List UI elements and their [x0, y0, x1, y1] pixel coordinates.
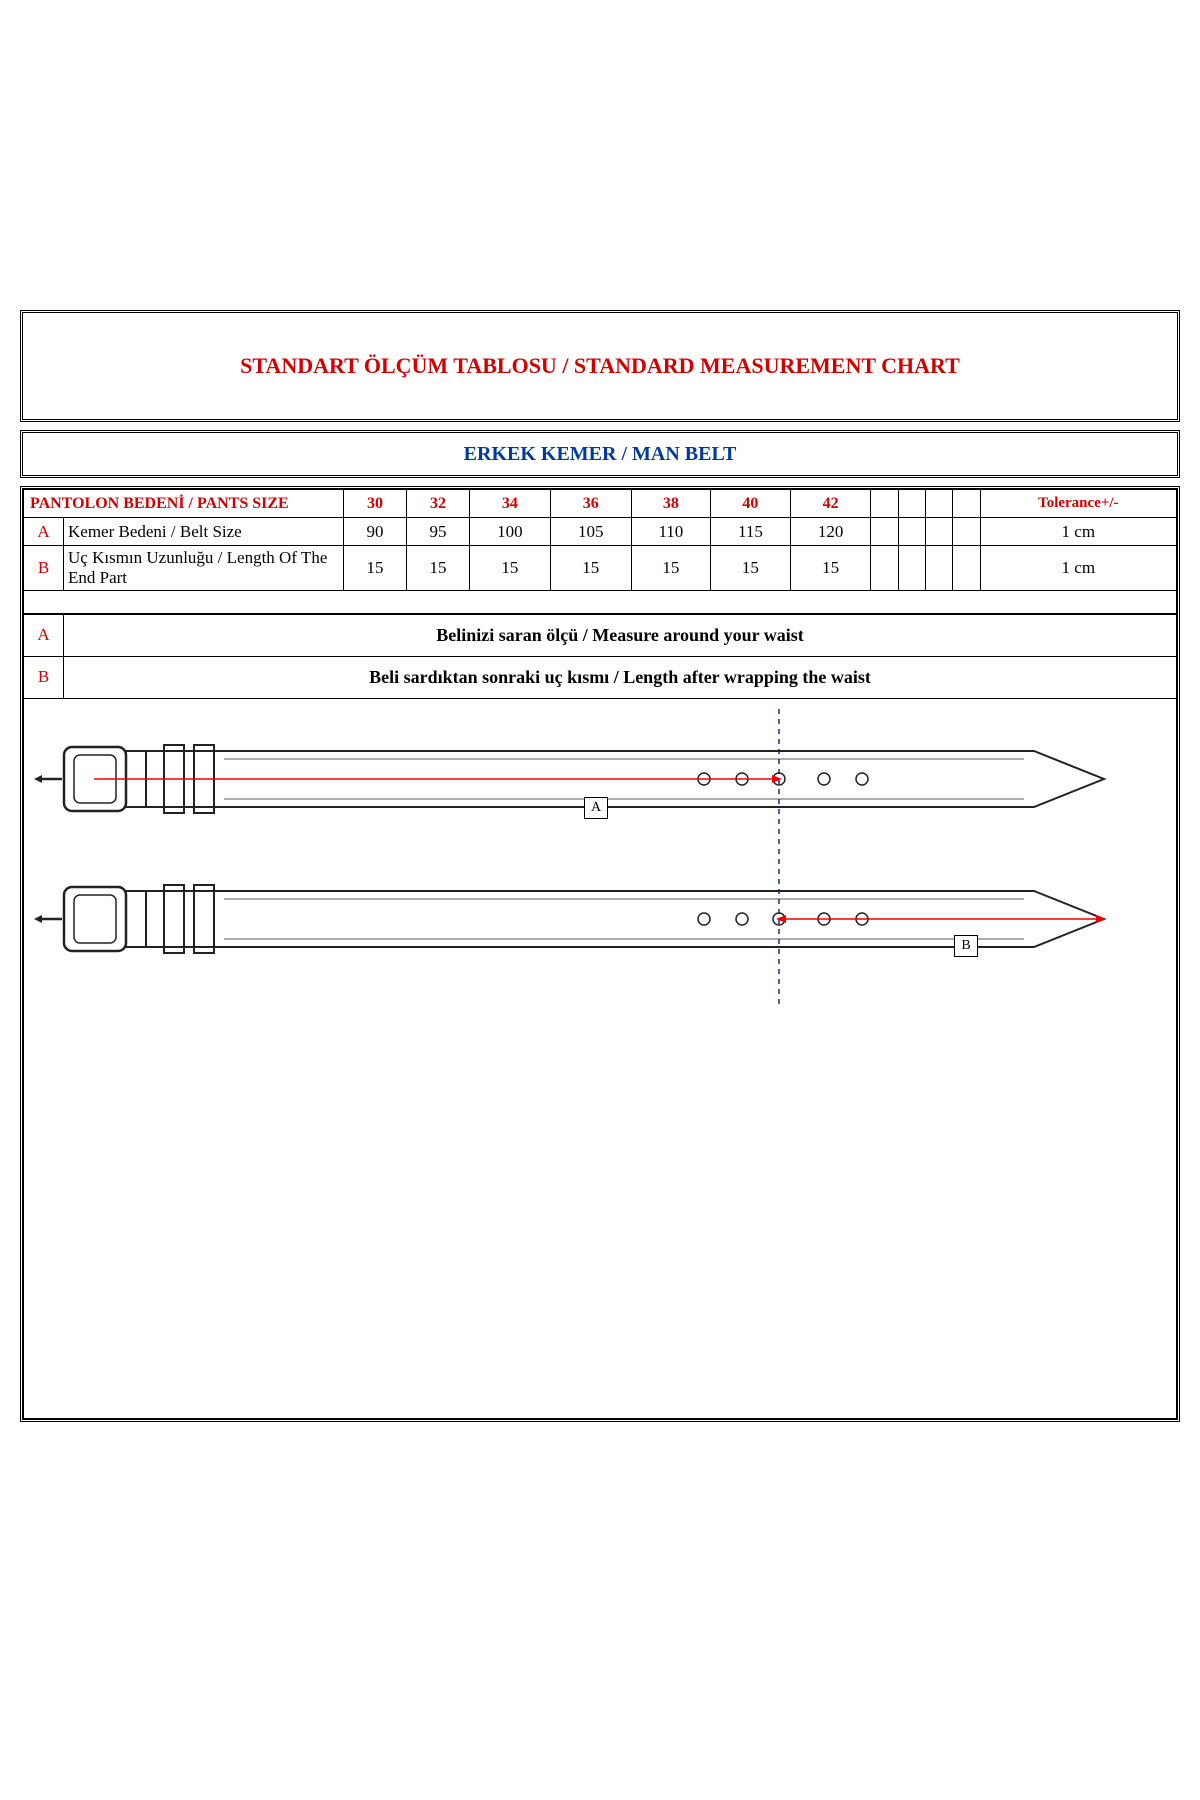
empty-cell [953, 546, 980, 591]
row-value: 110 [631, 518, 711, 546]
empty-col [953, 490, 980, 518]
marker-a: A [584, 797, 608, 819]
description-table: ABelinizi saran ölçü / Measure around yo… [23, 614, 1177, 699]
empty-cell [926, 518, 953, 546]
size-col: 32 [406, 490, 469, 518]
row-key: B [24, 546, 64, 591]
description-text: Beli sardıktan sonraki uç kısmı / Length… [64, 656, 1177, 698]
measurement-chart: STANDART ÖLÇÜM TABLOSU / STANDARD MEASUR… [20, 310, 1180, 1422]
row-value: 15 [631, 546, 711, 591]
description-key: B [24, 656, 64, 698]
size-table-body: AKemer Bedeni / Belt Size909510010511011… [24, 518, 1177, 591]
belt-svg [24, 699, 1178, 1019]
row-value: 15 [344, 546, 407, 591]
size-table: PANTOLON BEDENİ / PANTS SIZE303234363840… [23, 489, 1177, 591]
row-key: A [24, 518, 64, 546]
chart-title-text: STANDART ÖLÇÜM TABLOSU / STANDARD MEASUR… [240, 353, 960, 379]
row-value: 105 [550, 518, 631, 546]
size-table-head: PANTOLON BEDENİ / PANTS SIZE303234363840… [24, 490, 1177, 518]
belt-a [34, 745, 1104, 813]
belt-diagram: A B [23, 699, 1177, 1419]
chart-subtitle-text: ERKEK KEMER / MAN BELT [464, 443, 737, 466]
chart-body: PANTOLON BEDENİ / PANTS SIZE303234363840… [20, 486, 1180, 1422]
chart-subtitle: ERKEK KEMER / MAN BELT [20, 430, 1180, 478]
chart-title: STANDART ÖLÇÜM TABLOSU / STANDARD MEASUR… [20, 310, 1180, 422]
description-row: BBeli sardıktan sonraki uç kısmı / Lengt… [24, 656, 1177, 698]
row-label: Kemer Bedeni / Belt Size [64, 518, 344, 546]
description-text: Belinizi saran ölçü / Measure around you… [64, 614, 1177, 656]
row-tolerance: 1 cm [980, 518, 1176, 546]
tolerance-header: Tolerance+/- [980, 490, 1176, 518]
row-value: 120 [790, 518, 871, 546]
row-label: Uç Kısmın Uzunluğu / Length Of The End P… [64, 546, 344, 591]
row-value: 15 [406, 546, 469, 591]
row-value: 15 [469, 546, 550, 591]
size-col: 30 [344, 490, 407, 518]
row-value: 115 [711, 518, 791, 546]
size-col: 34 [469, 490, 550, 518]
empty-cell [898, 518, 925, 546]
header-pants-size: PANTOLON BEDENİ / PANTS SIZE [24, 490, 344, 518]
row-value: 15 [790, 546, 871, 591]
row-value: 90 [344, 518, 407, 546]
row-value: 15 [550, 546, 631, 591]
size-col: 38 [631, 490, 711, 518]
spacer-row [23, 591, 1177, 614]
size-col: 40 [711, 490, 791, 518]
row-value: 15 [711, 546, 791, 591]
empty-cell [871, 546, 898, 591]
empty-cell [926, 546, 953, 591]
size-col: 36 [550, 490, 631, 518]
empty-col [926, 490, 953, 518]
size-col: 42 [790, 490, 871, 518]
marker-b-text: B [961, 938, 970, 954]
empty-col [871, 490, 898, 518]
row-value: 100 [469, 518, 550, 546]
empty-cell [953, 518, 980, 546]
description-row: ABelinizi saran ölçü / Measure around yo… [24, 614, 1177, 656]
row-value: 95 [406, 518, 469, 546]
empty-cell [871, 518, 898, 546]
description-key: A [24, 614, 64, 656]
belt-b [34, 885, 1106, 953]
table-row: BUç Kısmın Uzunluğu / Length Of The End … [24, 546, 1177, 591]
marker-a-text: A [591, 800, 601, 816]
row-tolerance: 1 cm [980, 546, 1176, 591]
empty-col [898, 490, 925, 518]
description-table-body: ABelinizi saran ölçü / Measure around yo… [24, 614, 1177, 698]
empty-cell [898, 546, 925, 591]
table-row: AKemer Bedeni / Belt Size909510010511011… [24, 518, 1177, 546]
marker-b: B [954, 935, 978, 957]
